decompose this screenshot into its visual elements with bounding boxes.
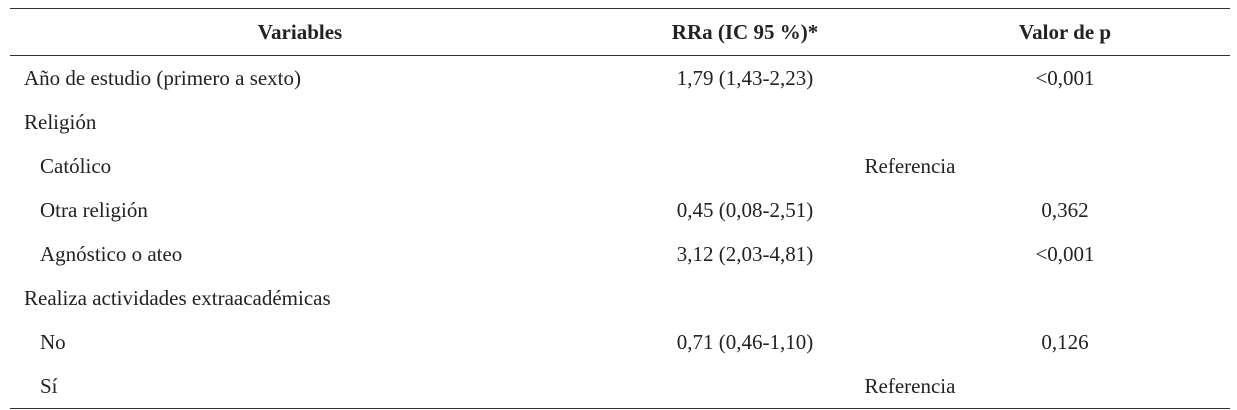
variable-cell: Otra religión <box>40 197 148 222</box>
header-cell: RRa (IC 95 %)* <box>590 8 900 56</box>
variable-cell: Sí <box>10 364 590 409</box>
reference-cell: Referencia <box>590 364 1230 409</box>
rra-cell: 0,45 (0,08-2,51) <box>676 197 814 222</box>
p-value-cell: 0,362 <box>1041 197 1089 222</box>
table-row: Año de estudio (primero a sexto) 1,79 (1,… <box>10 56 1230 101</box>
rra-cell: 1,79 (1,43-2,23) <box>676 65 814 90</box>
variable-cell: No <box>40 329 66 354</box>
variable-cell: Católico <box>40 153 112 178</box>
p-value-cell: <0,001 <box>1035 241 1095 266</box>
variable-cell: Religión <box>24 109 97 134</box>
table-row: Sí Referencia <box>10 364 1230 409</box>
table-header: Variables RRa (IC 95 %)* Valor de p <box>10 8 1230 56</box>
p-value-cell: <0,001 <box>1035 65 1095 90</box>
variable-cell: Agnóstico o ateo <box>40 241 183 266</box>
header-cell: Valor de p <box>900 8 1230 56</box>
results-table: Variables RRa (IC 95 %)* Valor de p Año … <box>10 8 1230 409</box>
table-row: Otra religión 0,45 (0,08-2,51) 0,362 <box>10 188 1230 232</box>
table-row: No 0,71 (0,46-1,10) 0,126 <box>10 320 1230 364</box>
reference-cell: Referencia <box>864 153 956 178</box>
rra-cell: 3,12 (2,03-4,81) <box>676 241 814 266</box>
table-body: Año de estudio (primero a sexto) 1,79 (1,… <box>10 56 1230 409</box>
header-cell: Variables <box>10 8 590 56</box>
p-value-cell: 0,126 <box>1041 329 1089 354</box>
variable-cell: Año de estudio (primero a sexto) <box>24 65 302 90</box>
variable-cell: Realiza actividades extraacadémicas <box>24 285 331 310</box>
header-row: Variables RRa (IC 95 %)* Valor de p <box>10 8 1230 56</box>
empty-cell <box>900 100 1230 144</box>
table-row: Realiza actividades extraacadémicas <box>10 276 1230 320</box>
empty-cell <box>590 276 900 320</box>
rra-cell: 0,71 (0,46-1,10) <box>676 329 814 354</box>
empty-cell <box>590 100 900 144</box>
table-row: Religión <box>10 100 1230 144</box>
empty-cell <box>900 276 1230 320</box>
table-row: Católico Referencia <box>10 144 1230 188</box>
table-row: Agnóstico o ateo 3,12 (2,03-4,81) <0,001 <box>10 232 1230 276</box>
